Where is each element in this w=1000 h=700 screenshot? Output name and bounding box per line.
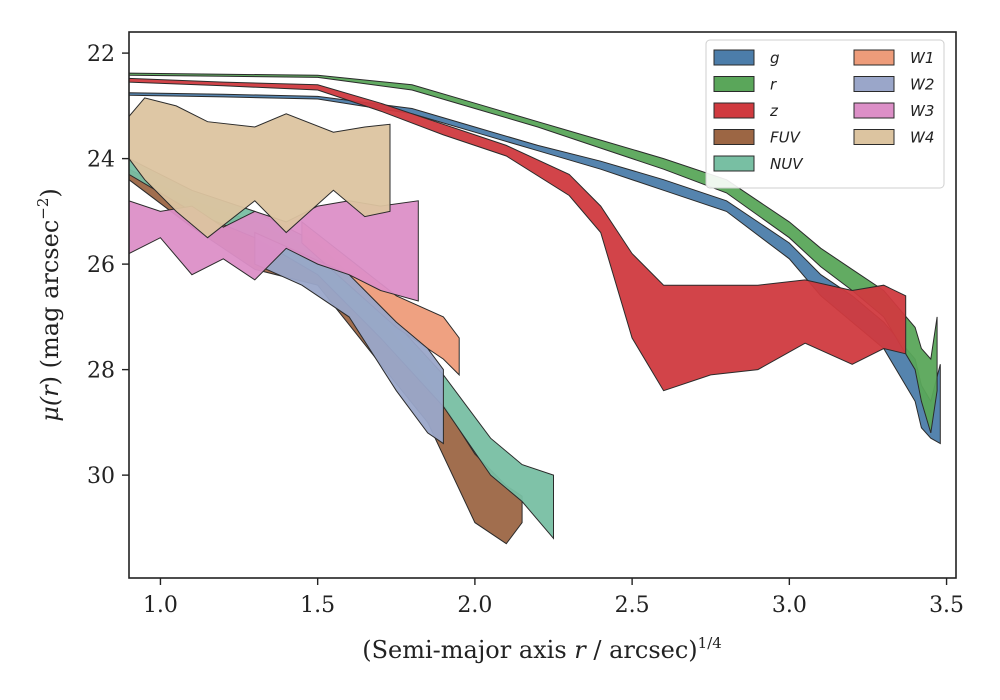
y-axis: 22 24 26 28 30 [87, 42, 129, 489]
plot-frame [128, 31, 957, 579]
legend-label-nuv: NUV [770, 155, 804, 173]
x-axis-label-suffix: / arcsec) [586, 636, 698, 664]
legend-swatch-fuv [713, 129, 755, 145]
x-tick-label: 3.0 [772, 593, 807, 618]
legend-label-w1: W1 [910, 49, 934, 67]
legend-swatch-r [713, 76, 755, 92]
plot-area [129, 72, 941, 545]
band-g [129, 92, 941, 445]
legend-swatch-w3 [853, 102, 895, 119]
band-w4 [129, 97, 391, 239]
y-tick-label: 26 [87, 253, 115, 278]
x-axis-label-exponent: 1/4 [698, 634, 722, 652]
x-axis-label: (Semi-major axis r / arcsec)1/4 [362, 634, 722, 664]
x-tick-label: 1.0 [143, 593, 178, 618]
legend-swatch-g [713, 49, 755, 66]
legend-label-w2: W2 [910, 76, 934, 94]
y-tick-label: 24 [87, 148, 115, 173]
legend-label-fuv: FUV [770, 129, 802, 147]
y-axis-label-suffix: ) (mag arcsec [36, 220, 64, 386]
x-axis-label-prefix: (Semi-major axis [362, 636, 574, 664]
legend-swatch-nuv [713, 155, 755, 172]
legend-swatch-w2 [853, 76, 895, 92]
legend-label-w3: W3 [910, 102, 934, 120]
x-tick-label: 1.5 [300, 593, 335, 618]
band-r [129, 72, 938, 434]
x-tick-label: 2.5 [615, 593, 650, 618]
legend-label-g: g [770, 49, 780, 67]
y-axis-label-prefix: μ( [36, 396, 64, 422]
band-z [129, 77, 907, 392]
legend-swatch-w1 [853, 49, 895, 66]
x-axis-label-variable: r [574, 636, 587, 664]
y-axis-label-variable: r [36, 384, 64, 397]
y-axis-label-close: ) [36, 188, 64, 197]
legend-label-z: z [769, 102, 779, 120]
y-axis-label-exponent: −2 [34, 198, 52, 220]
legend: grz FUV NUV W1 W2 W3 W4 [705, 39, 945, 189]
legend-swatch-w4 [853, 129, 895, 145]
x-tick-label: 2.0 [457, 593, 492, 618]
y-axis-label: μ(r) (mag arcsec−2) [34, 188, 64, 422]
legend-label-w4: W4 [910, 129, 934, 147]
legend-swatch-z [713, 102, 755, 119]
x-axis: 1.0 1.5 2.0 2.5 3.0 3.5 [143, 578, 964, 618]
y-tick-label: 22 [87, 42, 115, 67]
legend-label-r: r [770, 76, 777, 94]
y-tick-label: 28 [87, 359, 115, 384]
x-tick-label: 3.5 [929, 593, 964, 618]
y-tick-label: 30 [87, 464, 115, 489]
